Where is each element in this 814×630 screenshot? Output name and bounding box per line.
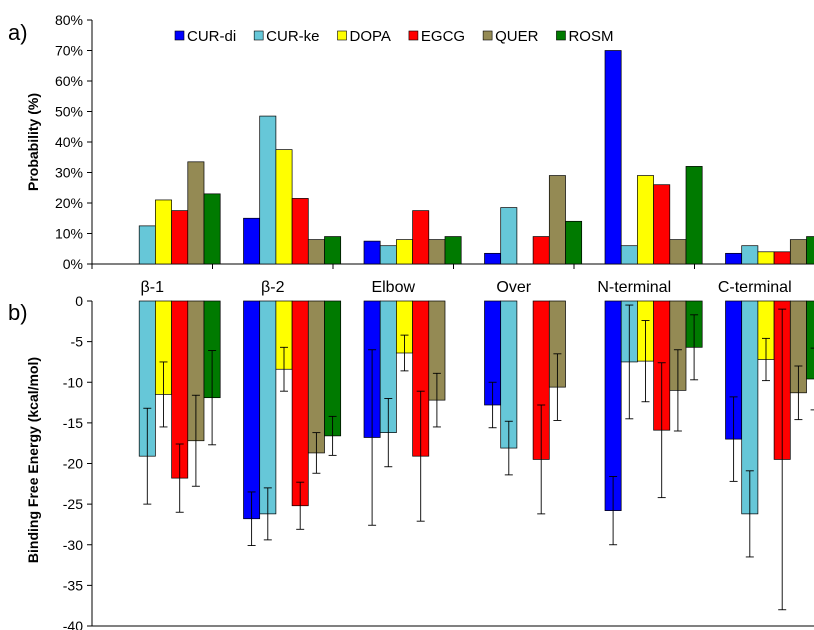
legend-label: EGCG — [421, 28, 465, 45]
panel-b-y-ticks: 0 -5 -10 -15 -20 -25 -30 -35 -40 — [63, 293, 92, 630]
bar-egcg-2 — [412, 210, 430, 265]
legend-label: CUR-di — [187, 28, 236, 45]
category-label: Over — [496, 279, 531, 296]
category-label: Elbow — [371, 279, 415, 296]
legend-swatch — [482, 30, 493, 41]
bar-egcg-1 — [291, 300, 309, 507]
category-labels: β-1 β-2 Elbow Over N-terminal C-terminal — [141, 279, 792, 296]
y-tick-label: -25 — [63, 496, 83, 512]
y-tick-label: 50% — [55, 104, 83, 120]
bar-dopa-1 — [275, 149, 293, 265]
legend: CUR-di CUR-ke DOPA EGCG QUER ROSM — [174, 28, 613, 45]
legend-label: QUER — [495, 28, 539, 45]
bar-cur-ke-1 — [259, 300, 277, 515]
panel-a-y-axis-label: Probability (%) — [25, 93, 41, 191]
bar-dopa-5 — [757, 251, 775, 265]
bar-egcg-5 — [773, 251, 791, 265]
panel-a-y-ticks: 0% 10% 20% 30% 40% 50% 60% 70% 80% — [55, 12, 92, 272]
y-tick-label: 10% — [55, 226, 83, 242]
bar-rosm-5 — [806, 236, 814, 265]
bar-cur-di-1 — [243, 300, 261, 520]
bar-quer-3 — [548, 175, 566, 265]
bar-cur-ke-0 — [138, 225, 156, 265]
bar-quer-2 — [428, 239, 446, 265]
bar-rosm-0 — [203, 193, 221, 265]
bar-egcg-3 — [532, 236, 550, 265]
bar-rosm-3 — [565, 220, 583, 265]
y-tick-label: -15 — [63, 415, 83, 431]
bar-rosm-1 — [324, 236, 342, 265]
bar-cur-di-4 — [604, 50, 622, 265]
category-label: β-2 — [261, 279, 285, 296]
y-tick-label: -20 — [63, 456, 83, 472]
panel-b-label: b) — [8, 300, 28, 325]
legend-swatch — [174, 30, 185, 41]
bar-egcg-4 — [653, 184, 671, 265]
bar-dopa-0 — [155, 199, 172, 265]
legend-label: DOPA — [350, 28, 391, 45]
y-tick-label: -10 — [63, 374, 83, 390]
panel-a-label: a) — [8, 20, 28, 45]
panel-b-bars — [138, 300, 814, 520]
legend-swatch — [253, 30, 264, 41]
legend-swatch — [408, 30, 419, 41]
bar-quer-5 — [789, 239, 807, 265]
bar-cur-di-3 — [484, 252, 502, 265]
category-label: β-1 — [141, 279, 165, 296]
panel-b-y-axis-label: Binding Free Energy (kcal/mol) — [25, 357, 41, 563]
bar-egcg-1 — [291, 198, 309, 265]
y-tick-label: 40% — [55, 134, 83, 150]
y-tick-label: 70% — [55, 43, 83, 59]
y-tick-label: 60% — [55, 73, 83, 89]
panel-a: a) Probability (%) 0% 10% 20% 30% 40% 50% 60% 7… — [8, 12, 814, 296]
bar-rosm-5 — [806, 300, 814, 380]
bar-quer-1 — [307, 239, 325, 265]
bar-cur-di-2 — [363, 240, 381, 265]
panel-b-error-bars — [143, 304, 814, 611]
bar-cur-ke-1 — [259, 115, 277, 265]
legend-label: ROSM — [568, 28, 613, 45]
y-tick-label: -5 — [71, 334, 84, 350]
bar-quer-0 — [187, 161, 205, 265]
y-tick-label: 30% — [55, 165, 83, 181]
bar-dopa-4 — [637, 175, 654, 265]
legend-swatch — [556, 30, 566, 41]
bar-cur-di-5 — [725, 252, 743, 265]
bar-quer-4 — [669, 239, 687, 265]
legend-swatch — [337, 30, 347, 41]
panel-a-bars — [138, 50, 814, 265]
category-label: C-terminal — [718, 279, 792, 296]
bar-rosm-4 — [685, 166, 703, 265]
bar-cur-ke-4 — [620, 245, 638, 265]
bar-quer-1 — [307, 300, 325, 454]
bar-dopa-2 — [396, 239, 413, 265]
y-tick-label: -40 — [63, 618, 83, 630]
y-tick-label: -30 — [63, 537, 83, 553]
bar-cur-ke-2 — [379, 245, 397, 265]
bar-cur-ke-5 — [741, 245, 759, 265]
bar-cur-ke-3 — [500, 207, 518, 265]
bar-cur-di-1 — [243, 217, 261, 265]
panel-b: b) Binding Free Energy (kcal/mol) 0 -5 -10… — [8, 293, 814, 630]
legend-label: CUR-ke — [266, 28, 319, 45]
y-tick-label: 0 — [75, 293, 83, 309]
category-label: N-terminal — [597, 279, 671, 296]
y-tick-label: 80% — [55, 12, 83, 28]
bar-rosm-1 — [324, 300, 342, 437]
y-tick-label: -35 — [63, 577, 83, 593]
bar-egcg-0 — [171, 210, 189, 265]
y-tick-label: 0% — [63, 256, 83, 272]
y-tick-label: 20% — [55, 195, 83, 211]
bar-rosm-2 — [444, 236, 462, 265]
